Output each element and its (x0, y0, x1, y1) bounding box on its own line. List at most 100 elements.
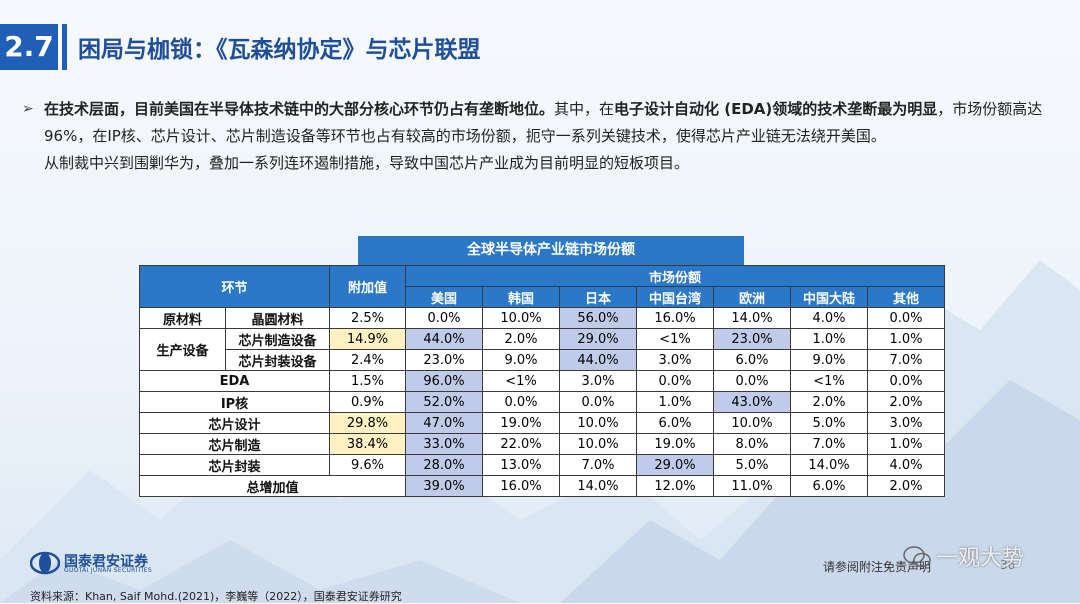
share-cell: 43.0% (713, 391, 791, 413)
share-cell: 33.0% (405, 433, 483, 455)
share-cell: 10.0% (559, 433, 637, 455)
group-label: 生产设备 (139, 328, 226, 371)
share-cell: 44.0% (405, 328, 483, 350)
share-cell: 0.0% (713, 370, 791, 392)
value-added-cell: 2.4% (329, 349, 406, 371)
share-cell: 23.0% (405, 349, 483, 371)
value-added-cell: 2.5% (329, 307, 406, 329)
value-added-cell: 29.8% (329, 412, 406, 434)
share-cell: 1.0% (636, 391, 714, 413)
stage-label: EDA (139, 370, 330, 392)
header-region: 中国台湾 (636, 286, 714, 308)
table-row: 芯片设计 29.8% 47.0% 19.0% 10.0% 6.0% 10.0% 5.0% 3.0… (139, 412, 945, 434)
header-region: 欧洲 (713, 286, 791, 308)
value-added-cell: 38.4% (329, 433, 406, 455)
bullet-bold-2: 电子设计自动化 (EDA)领域的技术垄断最为明显 (614, 100, 938, 118)
total-cell: 11.0% (713, 475, 791, 497)
stage-label: 芯片设计 (139, 412, 330, 434)
value-added-cell: 9.6% (329, 454, 406, 476)
share-cell: 8.0% (713, 433, 791, 455)
stage-label: 芯片封装 (139, 454, 330, 476)
section-divider (62, 24, 67, 70)
bullet-text-4: 从制裁中兴到围剿华为，叠加一系列连环遏制措施，导致中国芯片产业成为目前明显的短板… (44, 154, 690, 172)
bullet-text-2: 其中，在 (554, 100, 615, 118)
disclaimer-text: 请参阅附注免责声明 (823, 560, 932, 574)
share-cell: 4.0% (790, 307, 868, 329)
share-cell: 3.0% (636, 349, 714, 371)
section-number: 2.7 (0, 24, 58, 70)
share-cell: 6.0% (636, 412, 714, 434)
bullet-text-3: ，市场份额高达96%，在IP核、芯片设计、芯片制造设备等环节也占有较高的市场份额… (44, 100, 1043, 145)
share-cell: 29.0% (559, 328, 637, 350)
total-cell: 6.0% (790, 475, 868, 497)
company-logo-icon (30, 551, 60, 575)
bullet-bold-1: 在技术层面，目前美国在半导体技术链中的大部分核心环节仍占有垄断地位。 (44, 100, 555, 118)
header-market-share: 市场份额 (405, 265, 945, 287)
stage-label: 晶圆材料 (225, 307, 330, 329)
share-cell: 10.0% (482, 307, 560, 329)
header-value-added: 附加值 (329, 265, 406, 308)
share-cell: 0.0% (559, 391, 637, 413)
share-cell: 0.0% (636, 370, 714, 392)
stage-label: 芯片制造设备 (225, 328, 330, 350)
table-row: 芯片制造 38.4% 33.0% 22.0% 10.0% 19.0% 8.0% 7.0% 1.0… (139, 433, 945, 455)
share-cell: 28.0% (405, 454, 483, 476)
share-cell: 19.0% (482, 412, 560, 434)
share-cell: 9.0% (790, 349, 868, 371)
share-cell: 10.0% (713, 412, 791, 434)
stage-label: 芯片封装设备 (225, 349, 330, 371)
header-region: 韩国 (482, 286, 560, 308)
stage-label: IP核 (139, 391, 330, 413)
table-row: EDA 1.5% 96.0% <1% 3.0% 0.0% 0.0% <1% 0.0% (139, 370, 945, 392)
table-row: 原材料 晶圆材料 2.5% 0.0% 10.0% 56.0% 16.0% 14.0% 4.0% 0… (139, 307, 945, 329)
market-share-table: 环节 附加值 市场份额 美国 韩国 日本 中国台湾 欧洲 中国大陆 其他 原材料 晶圆材料 2.… (139, 265, 945, 497)
share-cell: <1% (482, 370, 560, 392)
share-cell: 14.0% (790, 454, 868, 476)
company-name-en: GUOTAI JUNAN SECURITIES (64, 567, 152, 574)
share-cell: 13.0% (482, 454, 560, 476)
share-cell: 0.0% (482, 391, 560, 413)
share-cell: 14.0% (713, 307, 791, 329)
page-title: 困局与枷锁：《瓦森纳协定》与芯片联盟 (78, 37, 481, 63)
share-cell: 0.0% (867, 370, 945, 392)
table-row-total: 总增加值 39.0% 16.0% 14.0% 12.0% 11.0% 6.0% 2.0% (139, 475, 945, 497)
share-cell: 23.0% (713, 328, 791, 350)
share-cell: 3.0% (867, 412, 945, 434)
table-row: 芯片封装 9.6% 28.0% 13.0% 7.0% 29.0% 5.0% 14.0% 4.0% (139, 454, 945, 476)
share-cell: 7.0% (867, 349, 945, 371)
group-label: 原材料 (139, 307, 226, 329)
total-cell: 12.0% (636, 475, 714, 497)
share-cell: 9.0% (482, 349, 560, 371)
header-region: 美国 (405, 286, 483, 308)
watermark-text: 一观大势 (936, 546, 1025, 571)
value-added-cell: 1.5% (329, 370, 406, 392)
share-cell: 1.0% (790, 328, 868, 350)
total-label: 总增加值 (139, 475, 406, 497)
bullet-text: 在技术层面，目前美国在半导体技术链中的大部分核心环节仍占有垄断地位。其中，在电子… (44, 96, 1062, 177)
share-cell: 16.0% (636, 307, 714, 329)
header-region: 中国大陆 (790, 286, 868, 308)
share-cell: <1% (636, 328, 714, 350)
arrow-bullet-icon: ➢ (22, 101, 34, 117)
share-cell: 2.0% (790, 391, 868, 413)
header-region: 其他 (867, 286, 945, 308)
share-cell: 19.0% (636, 433, 714, 455)
value-added-cell: 14.9% (329, 328, 406, 350)
header-stage: 环节 (139, 265, 330, 308)
share-cell: 52.0% (405, 391, 483, 413)
table-row: 芯片封装设备 2.4% 23.0% 9.0% 44.0% 3.0% 6.0% 9.0% 7.0% (140, 349, 945, 371)
share-cell: 56.0% (559, 307, 637, 329)
share-cell: 4.0% (867, 454, 945, 476)
share-cell: 22.0% (482, 433, 560, 455)
bullet-paragraph: ➢ 在技术层面，目前美国在半导体技术链中的大部分核心环节仍占有垄断地位。其中，在… (22, 96, 1062, 177)
wechat-icon (903, 546, 931, 568)
source-note: 资料来源：Khan, Saif Mohd.(2021)，李巍等（2022），国泰… (30, 590, 402, 603)
value-added-cell: 0.9% (329, 391, 406, 413)
total-cell: 16.0% (482, 475, 560, 497)
share-cell: <1% (790, 370, 868, 392)
company-name-cn: 国泰君安证券 (64, 554, 148, 570)
table-title: 全球半导体产业链市场份额 (358, 236, 744, 265)
total-cell: 14.0% (559, 475, 637, 497)
share-cell: 47.0% (405, 412, 483, 434)
page-number: 36 (1000, 558, 1016, 572)
